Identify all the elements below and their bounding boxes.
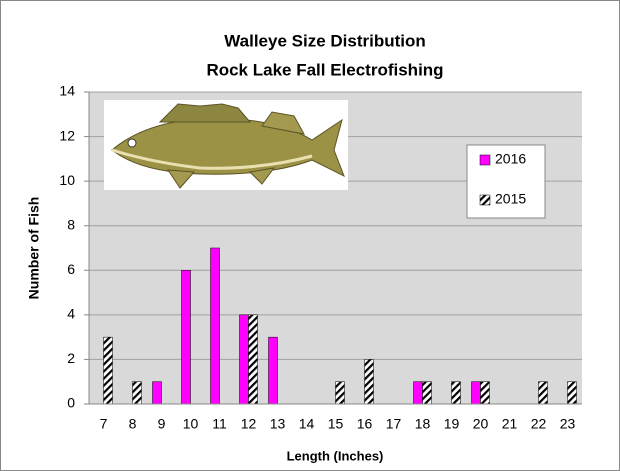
y-tick-label: 2 bbox=[67, 350, 75, 366]
bar bbox=[132, 381, 142, 405]
bar bbox=[538, 381, 548, 405]
y-tick-label: 8 bbox=[67, 216, 75, 232]
x-tick-label: 16 bbox=[357, 416, 373, 432]
bar bbox=[210, 247, 220, 405]
x-tick-label: 10 bbox=[183, 416, 199, 432]
bar bbox=[364, 359, 374, 405]
x-tick-label: 7 bbox=[100, 416, 108, 432]
x-tick-label: 20 bbox=[473, 416, 489, 432]
y-tick-label: 12 bbox=[59, 127, 75, 143]
x-tick-label: 22 bbox=[531, 416, 547, 432]
y-tick-label: 6 bbox=[67, 261, 75, 277]
x-tick-label: 12 bbox=[241, 416, 257, 432]
bar bbox=[480, 381, 490, 405]
bar bbox=[268, 336, 278, 405]
y-tick-label: 0 bbox=[67, 395, 75, 411]
bar bbox=[335, 381, 345, 405]
y-tick-label: 4 bbox=[67, 306, 75, 322]
x-tick-label: 15 bbox=[328, 416, 344, 432]
bar bbox=[422, 381, 432, 405]
marks bbox=[103, 247, 577, 405]
x-tick-label: 19 bbox=[444, 416, 460, 432]
x-tick-label: 14 bbox=[299, 416, 315, 432]
x-tick-label: 13 bbox=[270, 416, 286, 432]
bar bbox=[567, 381, 577, 405]
x-axis-label: Length (Inches) bbox=[287, 448, 384, 463]
chart-title: Walleye Size Distribution bbox=[224, 31, 426, 50]
legend-label: 2015 bbox=[495, 191, 526, 207]
bar bbox=[451, 381, 461, 405]
legend-swatch bbox=[479, 154, 491, 166]
bar bbox=[413, 381, 423, 405]
bar bbox=[239, 314, 249, 405]
x-tick-label: 11 bbox=[212, 416, 227, 432]
chart-subtitle: Rock Lake Fall Electrofishing bbox=[206, 60, 443, 79]
x-tick-label: 8 bbox=[129, 416, 137, 432]
x-tick-label: 21 bbox=[502, 416, 518, 432]
bar bbox=[248, 314, 258, 405]
y-axis-label: Number of Fish bbox=[26, 197, 42, 300]
x-tick-label: 23 bbox=[560, 416, 576, 432]
bar bbox=[152, 381, 162, 405]
bar bbox=[181, 270, 191, 405]
legend-swatch bbox=[479, 194, 491, 206]
x-tick-label: 18 bbox=[415, 416, 431, 432]
x-tick-label: 17 bbox=[386, 416, 402, 432]
bar bbox=[471, 381, 481, 405]
legend-label: 2016 bbox=[495, 151, 526, 167]
x-tick-label: 9 bbox=[158, 416, 166, 432]
fish-illustration bbox=[104, 100, 348, 190]
bar bbox=[103, 336, 113, 405]
y-tick-label: 14 bbox=[59, 83, 75, 99]
y-tick-label: 10 bbox=[59, 172, 75, 188]
